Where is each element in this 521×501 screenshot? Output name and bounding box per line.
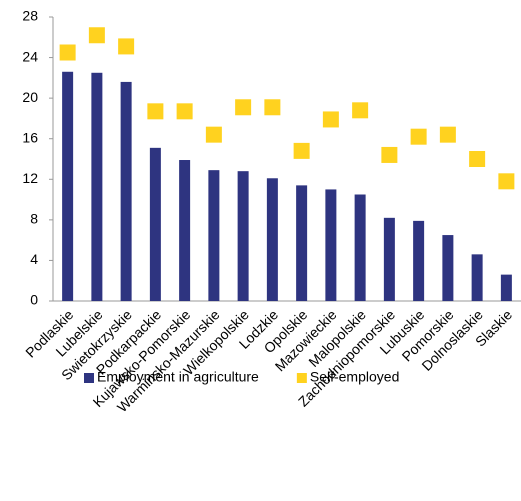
legend-swatch	[84, 373, 94, 383]
bar	[471, 254, 483, 301]
bar	[91, 72, 103, 302]
bar	[120, 81, 132, 302]
bar	[354, 194, 366, 301]
bar	[179, 160, 191, 301]
y-tick-label: 28	[22, 8, 38, 24]
marker	[264, 99, 281, 116]
marker	[176, 103, 193, 120]
y-tick-label: 0	[30, 292, 38, 308]
marker	[147, 103, 164, 120]
marker	[205, 126, 222, 143]
y-tick-label: 4	[30, 251, 38, 267]
marker	[88, 27, 105, 44]
bar	[413, 220, 425, 301]
bar	[266, 178, 278, 301]
marker	[498, 173, 515, 190]
bar	[325, 189, 337, 301]
marker	[410, 128, 427, 145]
marker	[469, 151, 486, 167]
y-tick-label: 20	[22, 89, 38, 105]
y-tick-label: 12	[22, 170, 38, 186]
bar	[442, 235, 454, 301]
marker	[59, 44, 76, 61]
bar	[296, 185, 308, 301]
marker	[235, 99, 252, 116]
marker	[322, 111, 339, 128]
y-tick-label: 16	[22, 129, 38, 145]
legend-label: Self-employed	[310, 369, 400, 385]
legend-label: Employment in agriculture	[97, 369, 259, 385]
y-tick-label: 24	[22, 48, 38, 64]
marker	[118, 38, 135, 55]
bar	[62, 71, 74, 302]
marker	[352, 102, 369, 119]
marker	[381, 146, 398, 163]
bar	[500, 274, 512, 301]
bar	[149, 147, 161, 301]
legend-swatch	[296, 373, 307, 383]
marker	[293, 142, 310, 159]
marker	[439, 126, 456, 143]
y-tick-label: 8	[30, 211, 38, 227]
bar	[208, 170, 220, 301]
bar	[383, 217, 395, 301]
bar	[237, 171, 249, 301]
